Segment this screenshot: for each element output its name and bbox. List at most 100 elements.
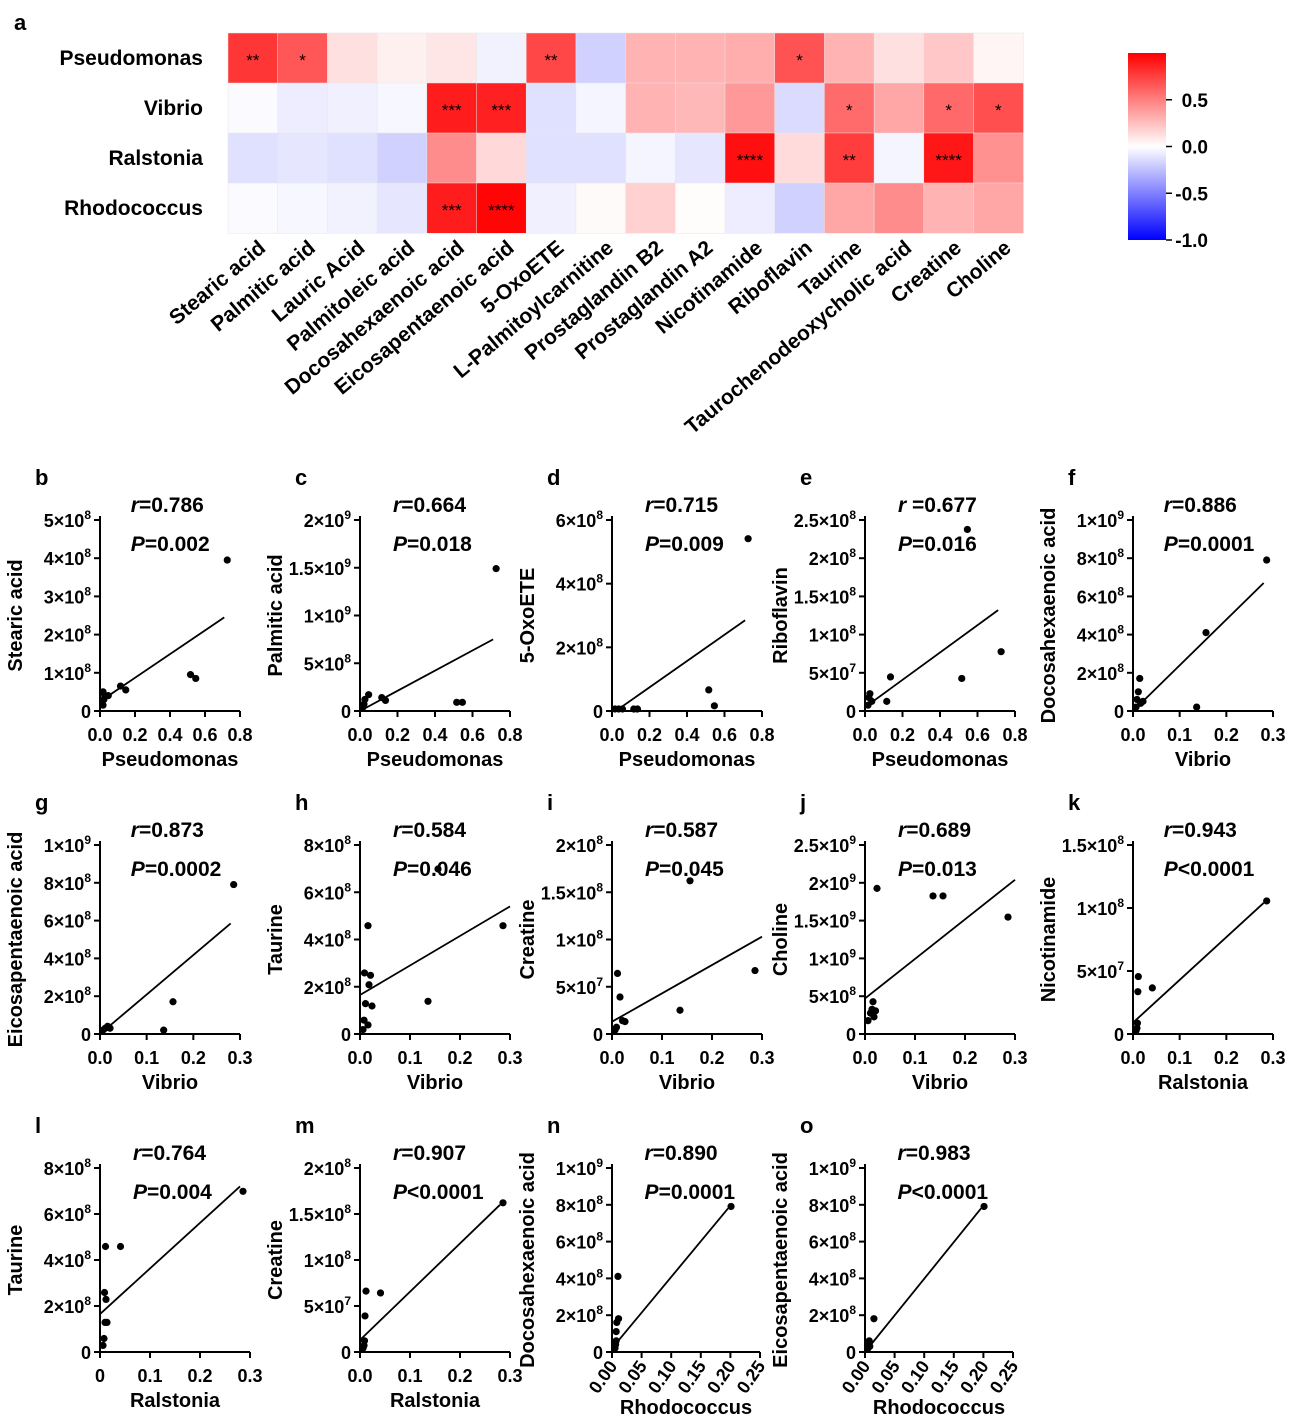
- x-tick-label: 0.1: [1167, 725, 1192, 745]
- y-tick-label: 0: [846, 1343, 856, 1363]
- y-tick-label: 2×108: [44, 984, 92, 1007]
- data-point: [368, 1002, 376, 1010]
- x-axis-label: Ralstonia: [130, 1390, 221, 1412]
- data-point: [361, 1000, 370, 1008]
- heatmap-cell: [327, 182, 378, 234]
- y-tick-label: 0: [846, 1025, 856, 1045]
- data-point: [676, 1006, 684, 1014]
- data-point: [612, 1023, 621, 1031]
- x-tick-label: 0.3: [1260, 1048, 1285, 1068]
- significance-stars: ****: [488, 201, 515, 220]
- y-tick-label: 4×108: [44, 546, 92, 569]
- data-point: [362, 1287, 370, 1295]
- y-tick-label: 0: [341, 702, 351, 722]
- data-point: [614, 1315, 623, 1323]
- x-tick-label: 0.0: [87, 725, 112, 745]
- y-axis-label: Taurine: [265, 904, 287, 975]
- data-point: [868, 697, 876, 705]
- scatter-panel-i: i 0 5×107 1×108 1.5×108 2×108 0.0 0.1 0.2 0.3 Vibr…: [517, 790, 775, 1094]
- y-axis-label: Nicotinamide: [1038, 877, 1060, 1003]
- heatmap-cell: [973, 182, 1024, 234]
- x-tick-label: 0.20: [956, 1357, 992, 1397]
- y-tick-label: 5×107: [809, 661, 857, 684]
- x-tick-label: 0.6: [965, 725, 990, 745]
- data-point: [873, 884, 881, 892]
- colorbar: [1128, 53, 1166, 240]
- y-tick-label: 6×108: [556, 1230, 604, 1253]
- data-point: [1139, 697, 1147, 705]
- y-tick-label: 6×108: [304, 880, 352, 903]
- panel-label: n: [547, 1113, 560, 1138]
- data-point: [1134, 688, 1142, 696]
- heatmap-cell: [625, 132, 676, 184]
- heatmap-cell: [426, 32, 478, 84]
- panel-label: l: [35, 1113, 41, 1138]
- heatmap-cell: [525, 182, 577, 234]
- data-point: [106, 1024, 114, 1032]
- heatmap-cell: [277, 182, 328, 234]
- y-tick-label: 5×107: [1077, 959, 1125, 982]
- y-axis-label: Eicosapentaenoic acid: [770, 1152, 792, 1368]
- data-point: [958, 674, 966, 683]
- y-tick-label: 3×108: [44, 584, 92, 607]
- heatmap-cell: [525, 132, 577, 184]
- y-tick-label: 1×109: [809, 946, 857, 969]
- heatmap-cell: [774, 132, 825, 184]
- data-point: [744, 535, 752, 543]
- heatmap-cell: [426, 182, 478, 234]
- scatter-panel-o: o02×1084×1086×1088×1081×1090.000.050.100…: [770, 1113, 1022, 1419]
- scatter-panel-j: j 0 5×108 1×109 1.5×109 2×109 2.5×109 0.0 0.1 0.2…: [770, 790, 1028, 1094]
- data-point: [499, 1199, 507, 1207]
- x-axis-label: Pseudomonas: [102, 749, 239, 771]
- y-tick-label: 2×108: [44, 1294, 92, 1317]
- scatter-panel-k: k 0 5×107 1×108 1.5×108 0.0 0.1 0.2 0.3 Ralstonia…: [1038, 790, 1286, 1094]
- regression-line: [864, 1207, 982, 1353]
- heatmap-cell: [426, 132, 478, 184]
- data-point: [99, 688, 107, 696]
- y-tick-label: 1.5×108: [541, 880, 604, 903]
- data-point: [871, 1007, 880, 1015]
- x-axis-label: Vibrio: [1175, 749, 1231, 771]
- x-axis-label: Pseudomonas: [619, 749, 756, 771]
- y-axis-label: 5-OxoETE: [517, 568, 539, 664]
- data-point: [866, 690, 874, 698]
- scatter-panel-c: c 0 5×108 1×109 1.5×109 2×109 0.0 0.2 0.4 0.6 0.8 P…: [265, 465, 523, 771]
- x-tick-label: 0.1: [134, 1048, 159, 1068]
- data-point: [376, 1289, 385, 1297]
- x-tick-label: 0.2: [385, 725, 410, 745]
- y-tick-label: 2×108: [1077, 661, 1125, 684]
- x-tick-label: 0.2: [122, 725, 147, 745]
- x-tick-label: 0.10: [897, 1357, 933, 1397]
- data-point: [883, 697, 891, 705]
- data-point: [99, 701, 107, 709]
- data-point: [366, 971, 375, 979]
- x-tick-label: 0.25: [986, 1357, 1022, 1397]
- y-tick-label: 0: [1114, 1025, 1124, 1045]
- data-point: [100, 1288, 109, 1297]
- r-value: r=0.587: [645, 819, 718, 842]
- data-point: [492, 565, 500, 573]
- heatmap-cell: [724, 82, 776, 134]
- panel-label: d: [547, 465, 560, 490]
- data-point: [751, 966, 759, 975]
- x-tick-label: 0.2: [699, 1048, 724, 1068]
- x-tick-label: 0.05: [614, 1357, 650, 1397]
- heatmap-cell: [675, 182, 726, 234]
- x-tick-label: 0.1: [1167, 1048, 1192, 1068]
- x-tick-label: 0.4: [422, 725, 447, 745]
- data-point: [705, 686, 713, 694]
- data-point: [865, 1337, 873, 1345]
- y-tick-label: 0: [593, 1343, 603, 1363]
- data-point: [116, 1242, 125, 1251]
- x-tick-label: 0.0: [347, 1048, 372, 1068]
- y-axis-label: Riboflavin: [770, 567, 792, 664]
- heatmap-cell: [625, 32, 676, 84]
- x-axis-label: Ralstonia: [1158, 1072, 1249, 1094]
- y-tick-label: 1×109: [304, 604, 352, 627]
- x-tick-label: 0.0: [599, 725, 624, 745]
- data-point: [360, 1016, 368, 1024]
- data-point: [616, 993, 624, 1001]
- y-tick-label: 1.5×108: [1062, 833, 1125, 856]
- heatmap-cell: [227, 182, 279, 234]
- data-point: [223, 556, 231, 564]
